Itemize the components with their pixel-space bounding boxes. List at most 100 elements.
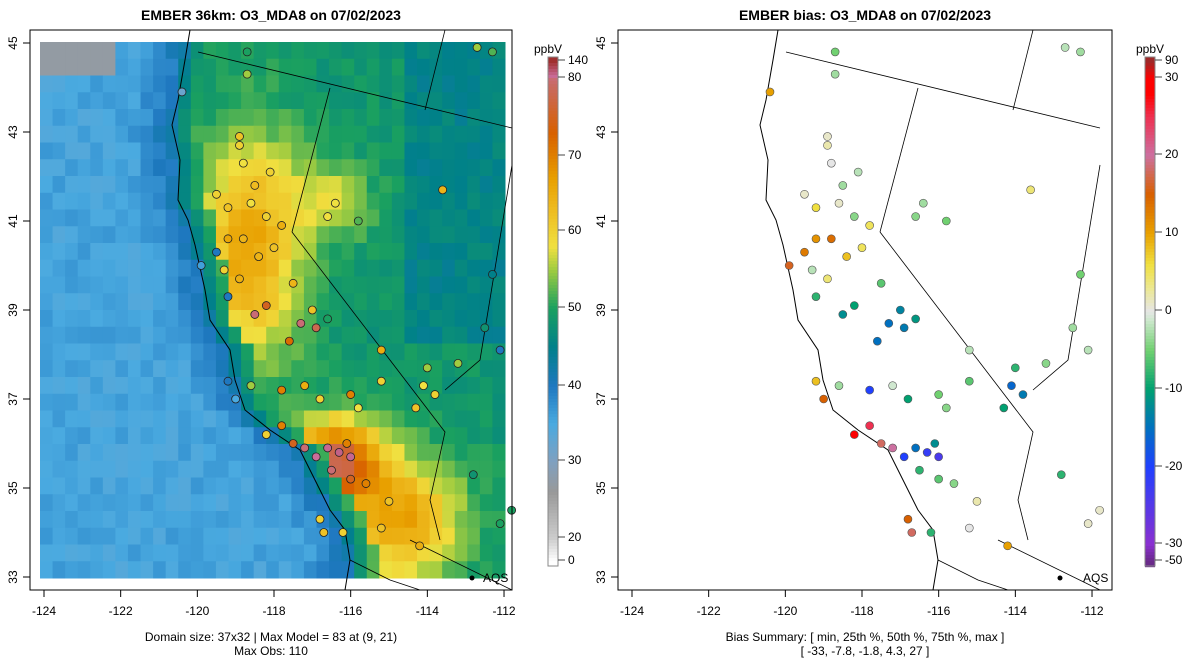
colorbar-segment <box>1145 309 1155 313</box>
grid-cell <box>153 243 167 261</box>
grid-cell <box>404 410 418 428</box>
grid-cell <box>153 75 167 93</box>
grid-cell <box>391 477 405 495</box>
grid-cell <box>190 142 204 160</box>
grid-cell <box>266 42 280 60</box>
colorbar-segment <box>548 495 558 499</box>
grid-cell <box>153 159 167 177</box>
grid-cell <box>203 377 217 395</box>
colorbar-segment <box>1145 540 1155 544</box>
grid-cell <box>215 511 230 529</box>
colorbar-segment <box>1145 264 1155 268</box>
colorbar-segment <box>1145 438 1155 442</box>
grid-cell <box>102 360 116 378</box>
grid-cell <box>153 561 167 579</box>
grid-cell <box>65 125 79 143</box>
grid-cell <box>165 377 179 395</box>
grid-cell <box>366 393 380 411</box>
obs-point <box>265 167 275 177</box>
colorbar-segment <box>548 417 558 421</box>
grid-cell <box>417 58 431 76</box>
grid-cell <box>454 159 468 177</box>
bias-point <box>842 252 851 261</box>
grid-cell <box>467 125 481 143</box>
grid-cell <box>77 58 91 76</box>
grid-cell <box>90 293 104 311</box>
grid-cell <box>115 159 129 177</box>
state-border <box>1032 164 1101 391</box>
grid-cell <box>316 293 330 311</box>
grid-cell <box>115 192 129 210</box>
obs-point <box>334 447 344 457</box>
grid-cell <box>153 42 167 60</box>
grid-cell <box>492 494 506 512</box>
colorbar-segment <box>548 234 558 238</box>
grid-cell <box>442 494 456 512</box>
grid-cell <box>454 75 468 93</box>
grid-cell <box>278 360 292 378</box>
obs-point <box>495 345 505 355</box>
grid-cell <box>165 360 179 378</box>
grid-cell <box>253 410 267 428</box>
bias-point <box>784 261 794 270</box>
grid-cell <box>278 58 292 76</box>
x-tick-label: -124 <box>32 604 56 618</box>
colorbar-segment <box>548 240 558 244</box>
grid-cell <box>52 142 66 160</box>
grid-cell <box>379 209 393 227</box>
grid-cell <box>90 360 104 378</box>
grid-cell <box>140 109 154 127</box>
colorbar-segment <box>1145 525 1155 529</box>
bias-point <box>811 203 821 212</box>
obs-point <box>219 265 229 275</box>
grid-cell <box>303 58 317 76</box>
grid-cell <box>178 293 192 311</box>
grid-cell <box>479 343 493 361</box>
grid-cell <box>77 343 91 361</box>
grid-cell <box>52 427 66 445</box>
colorbar-segment <box>1145 420 1155 424</box>
grid-cell <box>52 192 66 210</box>
bias-point <box>827 234 836 244</box>
grid-cell <box>278 444 292 462</box>
grid-cell <box>77 109 91 127</box>
grid-cell <box>253 226 267 244</box>
bias-point <box>800 190 809 199</box>
colorbar-segment <box>548 561 558 565</box>
colorbar-segment <box>1145 270 1155 274</box>
grid-cell <box>52 259 66 277</box>
x-tick-label: -120 <box>773 604 797 618</box>
grid-cell <box>492 544 506 562</box>
grid-cell <box>467 192 481 210</box>
grid-cell <box>366 477 380 495</box>
grid-cell <box>241 393 255 411</box>
grid-cell <box>329 75 343 93</box>
grid-cell <box>153 125 167 143</box>
grid-cell <box>190 326 204 344</box>
grid-cell <box>253 527 267 545</box>
grid-cell <box>278 192 292 210</box>
grid-cell <box>341 92 355 110</box>
grid-cell <box>479 209 493 227</box>
colorbar-segment <box>1145 375 1155 379</box>
grid-cell <box>52 544 66 562</box>
grid-cell <box>404 377 418 395</box>
grid-cell <box>454 427 468 445</box>
grid-cell <box>366 511 380 529</box>
colorbar-segment <box>548 273 558 277</box>
grid-cell <box>102 377 116 395</box>
x-tick-label: -116 <box>339 604 362 618</box>
colorbar-segment <box>1145 219 1155 223</box>
grid-cell <box>153 360 167 378</box>
colorbar-segment <box>1145 144 1155 148</box>
grid-cell <box>115 310 129 328</box>
grid-cell <box>178 243 192 261</box>
grid-cell <box>417 226 431 244</box>
state-border <box>937 559 1009 591</box>
colorbar-segment <box>1145 198 1155 202</box>
grid-cell <box>467 494 481 512</box>
obs-point <box>223 234 233 244</box>
colorbar-segment <box>1145 243 1155 247</box>
grid-cell <box>140 142 154 160</box>
grid-cell <box>429 377 443 395</box>
